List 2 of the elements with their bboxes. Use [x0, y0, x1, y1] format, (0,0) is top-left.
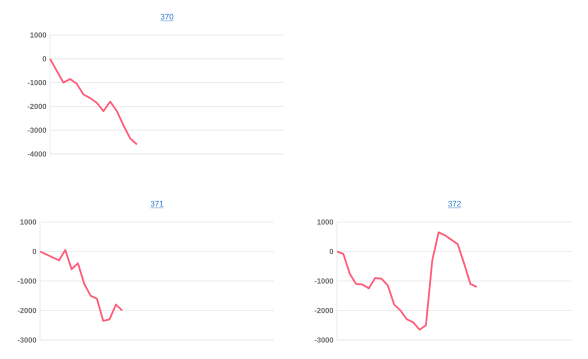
- line-series: [49, 58, 138, 146]
- line-series: [336, 231, 478, 331]
